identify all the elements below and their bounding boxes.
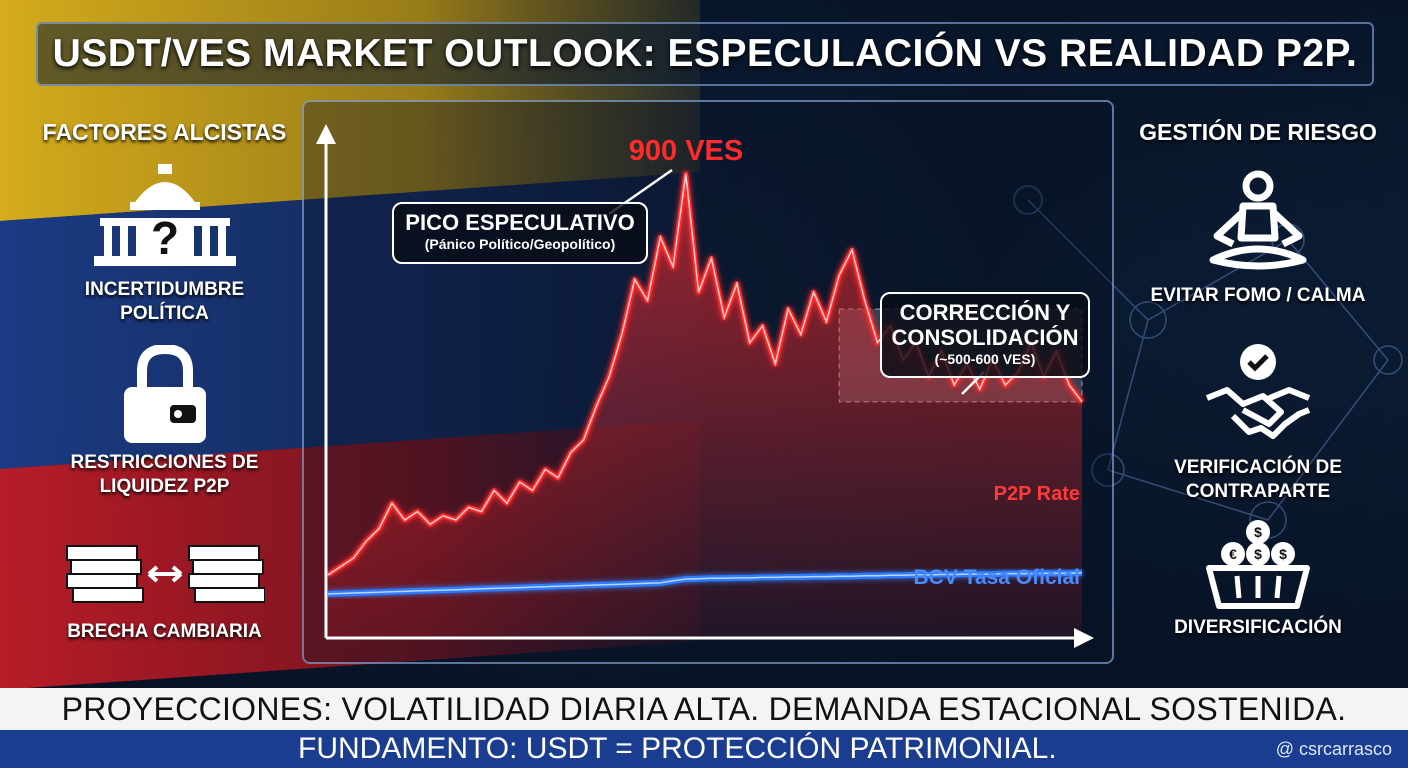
projections-text: PROYECCIONES: VOLATILIDAD DIARIA ALTA. D… [61,691,1347,727]
factor-label-line: BRECHA CAMBIARIA [67,621,262,642]
risk-label-line: CONTRAPARTE [1185,481,1331,502]
factor-label-line: RESTRICCIONES DE [70,452,259,473]
risk-avoid-fomo: EVITAR FOMO / CALMA [1108,168,1408,308]
risk-counterparty-verification: VERIFICACIÓN DE CONTRAPARTE [1108,340,1408,504]
peak-value-label: 900 VES [629,135,743,167]
money-basket-icon: $ € $ $ [1206,520,1310,609]
author-handle: @ csrcarrasco [1275,739,1392,759]
meditation-icon [1209,170,1307,270]
handshake-check-icon [1205,344,1311,439]
padlock-wallet-icon [123,345,206,443]
p2p-rate-area [328,174,1082,638]
factor-exchange-gap: BRECHA CAMBIARIA [22,534,307,644]
factor-label-line: LIQUIDEZ P2P [99,476,230,497]
cash-exchange-icon [65,545,265,603]
callout-title: CONSOLIDACIÓN [891,325,1079,350]
callout-title: CORRECCIÓN Y [899,300,1071,325]
svg-text:$: $ [1254,546,1262,562]
svg-text:$: $ [1254,524,1262,540]
left-heading: FACTORES ALCISTAS [42,119,287,145]
page-title: USDT/VES MARKET OUTLOOK: ESPECULACIÓN VS… [52,32,1358,75]
callout-title: PICO ESPECULATIVO [405,210,635,235]
rate-chart: 900 VES P2P Rate BCV Tasa Oficial [316,124,1094,648]
title-banner: USDT/VES MARKET OUTLOOK: ESPECULACIÓN VS… [36,22,1374,86]
chart-panel: 900 VES P2P Rate BCV Tasa Oficial PICO E… [302,100,1114,664]
y-axis-arrow [316,124,336,144]
projections-bar: PROYECCIONES: VOLATILIDAD DIARIA ALTA. D… [0,688,1408,730]
risk-label-line: EVITAR FOMO / CALMA [1150,285,1366,306]
x-axis-arrow [1074,628,1094,648]
callout-subtitle: (Pánico Político/Geopolítico) [424,236,616,252]
speculative-peak-callout: PICO ESPECULATIVO (Pánico Político/Geopo… [392,202,648,264]
risk-label-line: VERIFICACIÓN DE [1174,457,1342,478]
fundamentals-bar: FUNDAMENTO: USDT = PROTECCIÓN PATRIMONIA… [0,730,1408,768]
fundamentals-text: FUNDAMENTO: USDT = PROTECCIÓN PATRIMONIA… [298,732,1057,765]
bcv-rate-line-core [327,572,1083,595]
capitol-question-icon: ? [93,164,236,266]
risk-label-line: DIVERSIFICACIÓN [1174,617,1342,638]
factor-label-line: POLÍTICA [120,303,209,324]
svg-text:$: $ [1279,546,1287,562]
p2p-rate-line-core [327,173,1083,576]
svg-text:€: € [1229,546,1237,562]
svg-text:?: ? [150,212,178,264]
risk-diversification: $ € $ $ DIVERSIFICACIÓN [1108,518,1408,640]
consolidation-callout: CORRECCIÓN Y CONSOLIDACIÓN (~500-600 VES… [880,292,1090,378]
factor-liquidity-restrictions: RESTRICCIONES DE LIQUIDEZ P2P [22,345,307,499]
callout-subtitle: (~500-600 VES) [934,351,1036,367]
bcv-series-label: BCV Tasa Oficial [913,566,1080,589]
right-heading: GESTIÓN DE RIESGO [1139,119,1377,145]
p2p-series-label: P2P Rate [994,483,1080,505]
factor-label-line: INCERTIDUMBRE [84,279,245,300]
factor-political-uncertainty: ? INCERTIDUMBRE POLÍTICA [22,162,307,326]
